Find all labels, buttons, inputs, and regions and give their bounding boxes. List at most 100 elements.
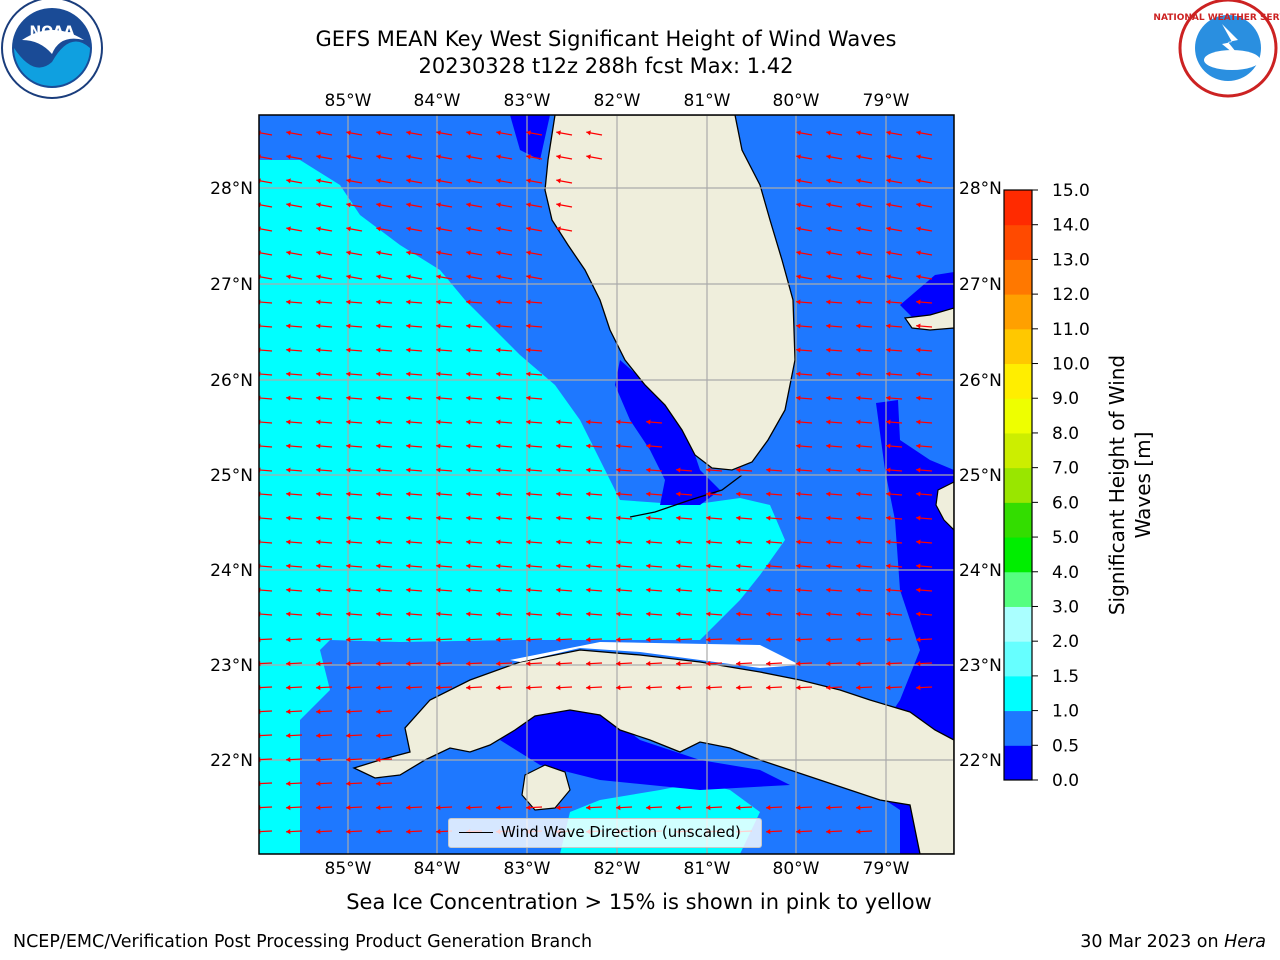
wave-vector-head — [406, 539, 411, 545]
wave-vector-head — [886, 202, 891, 208]
wave-vector-head — [526, 154, 531, 160]
lon-label: 82°W — [594, 91, 641, 111]
wave-vector-head — [346, 733, 351, 739]
wave-vector-head — [406, 563, 411, 569]
wave-vector-head — [646, 467, 651, 473]
wave-vector-head — [346, 347, 351, 353]
wave-vector-head — [406, 611, 411, 617]
wave-vector-head — [736, 563, 741, 569]
wave-vector-head — [616, 419, 621, 425]
wave-vector-head — [646, 805, 651, 811]
wave-vector-head — [316, 709, 321, 715]
wave-vector-head — [466, 347, 471, 353]
wave-vector-head — [436, 661, 441, 667]
lat-label: 25°N — [959, 466, 1002, 486]
wave-vector-head — [556, 563, 561, 569]
wave-vector-head — [856, 250, 861, 256]
wave-vector-head — [916, 491, 921, 497]
wave-vector-head — [706, 805, 711, 811]
lat-label: 24°N — [959, 561, 1002, 581]
wave-vector-head — [346, 226, 351, 232]
legend-label: Wind Wave Direction (unscaled) — [501, 823, 741, 841]
wave-vector-head — [496, 637, 501, 643]
wave-vector — [259, 782, 273, 785]
wave-vector-head — [886, 347, 891, 353]
wave-vector-head — [556, 539, 561, 545]
wave-vector-head — [886, 539, 891, 545]
wave-vector — [259, 565, 273, 568]
wave-vector-head — [556, 587, 561, 593]
credit-host: Hera — [1224, 932, 1266, 952]
wave-vector-head — [466, 515, 471, 521]
lat-label: 22°N — [210, 751, 253, 771]
wave-field-0-0.5-cuba-south — [500, 710, 790, 790]
wave-vector-head — [586, 563, 591, 569]
wave-vector-head — [706, 587, 711, 593]
colorbar-tick-label: 1.0 — [1052, 702, 1079, 722]
wave-vector-head — [316, 178, 321, 184]
wave-vector-head — [916, 467, 921, 473]
wave-vector-head — [676, 611, 681, 617]
wave-vector-head — [376, 515, 381, 521]
wave-vector-head — [886, 130, 891, 136]
wave-vector-head — [646, 491, 651, 497]
wave-vector-head — [916, 154, 921, 160]
wave-vector — [259, 589, 273, 592]
wave-vector-head — [466, 467, 471, 473]
wave-vector-head — [796, 250, 801, 256]
colorbar-frame — [1003, 189, 1033, 781]
wave-vector-head — [346, 515, 351, 521]
wave-vector-head — [436, 685, 441, 691]
wave-vector-head — [466, 395, 471, 401]
colorbar-swatch — [1004, 571, 1032, 607]
wave-vector-head — [376, 491, 381, 497]
wave-vector-head — [766, 515, 771, 521]
wave-vector-head — [886, 611, 891, 617]
wave-vector-head — [796, 226, 801, 232]
wave-vector-head — [346, 539, 351, 545]
wave-vector-head — [406, 323, 411, 329]
wave-vector-head — [286, 587, 291, 593]
wave-vector-head — [796, 661, 801, 667]
lat-label: 23°N — [959, 656, 1002, 676]
wave-vector-head — [286, 419, 291, 425]
wave-vector — [259, 445, 273, 448]
wave-vector-head — [856, 299, 861, 305]
wave-vector-head — [706, 515, 711, 521]
wave-vector-head — [496, 274, 501, 280]
wave-vector-head — [376, 323, 381, 329]
wave-vector-head — [466, 419, 471, 425]
colorbar-tick-label: 8.0 — [1052, 424, 1079, 444]
wave-vector-head — [676, 685, 681, 691]
wave-vector-head — [766, 637, 771, 643]
wave-vector-head — [676, 661, 681, 667]
wave-vector-head — [886, 443, 891, 449]
wave-vector-head — [736, 611, 741, 617]
wave-vector-head — [286, 467, 291, 473]
wave-vector-head — [376, 371, 381, 377]
wave-vector-head — [826, 491, 831, 497]
wave-vector-head — [376, 709, 381, 715]
wave-vector-head — [496, 299, 501, 305]
colorbar-swatch — [1004, 675, 1032, 712]
wave-vector-head — [556, 805, 561, 811]
wave-vector-head — [886, 661, 891, 667]
wave-vector-head — [316, 274, 321, 280]
wave-vector-head — [916, 250, 921, 256]
wave-vector-head — [826, 226, 831, 232]
wave-vector-head — [616, 805, 621, 811]
wave-vector-head — [346, 829, 351, 835]
colorbar-tick-label: 7.0 — [1052, 459, 1079, 479]
wave-vector-head — [436, 395, 441, 401]
wave-vector-head — [286, 563, 291, 569]
wave-vector-head — [916, 611, 921, 617]
wave-vector-head — [436, 443, 441, 449]
lon-label: 80°W — [773, 859, 820, 879]
wave-vector-head — [706, 685, 711, 691]
wave-vector-head — [556, 467, 561, 473]
wave-vector-head — [436, 611, 441, 617]
wave-vector-head — [436, 274, 441, 280]
wave-vector-head — [766, 805, 771, 811]
wave-vector-head — [436, 323, 441, 329]
colorbar-swatch — [1004, 537, 1032, 573]
